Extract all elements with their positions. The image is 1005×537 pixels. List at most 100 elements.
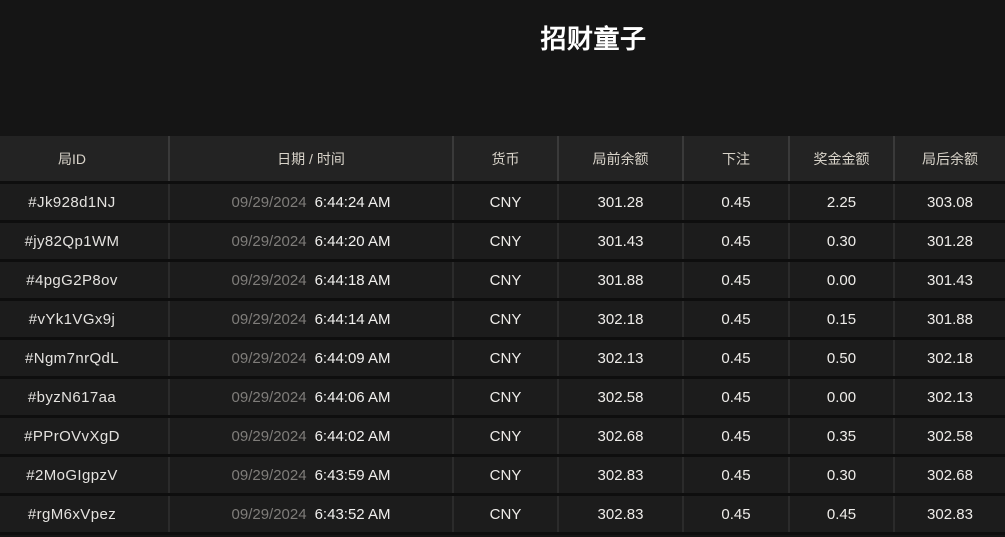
balance-after-cell: 302.68 (893, 457, 1005, 493)
game-history-table: 局ID 日期 / 时间 货币 局前余额 下注 奖金金额 局后余额 #Jk928d… (0, 136, 1005, 535)
column-header-datetime: 日期 / 时间 (168, 136, 452, 181)
time-text: 6:44:20 AM (314, 232, 391, 250)
table-row: #PPrOVvXgD 09/29/2024 6:44:02 AM CNY 302… (0, 418, 1005, 457)
date-text: 09/29/2024 (231, 505, 307, 523)
game-id-cell: #rgM6xVpez (27, 505, 117, 523)
time-text: 6:44:09 AM (314, 349, 391, 367)
time-text: 6:44:02 AM (314, 427, 391, 445)
datetime-cell: 09/29/2024 6:44:14 AM (168, 301, 452, 337)
table-row: #rgM6xVpez 09/29/2024 6:43:52 AM CNY 302… (0, 496, 1005, 535)
table-row: #jy82Qp1WM 09/29/2024 6:44:20 AM CNY 301… (0, 223, 1005, 262)
table-row: #Ngm7nrQdL 09/29/2024 6:44:09 AM CNY 302… (0, 340, 1005, 379)
datetime-cell: 09/29/2024 6:44:24 AM (168, 184, 452, 220)
date-text: 09/29/2024 (231, 427, 307, 445)
currency-cell: CNY (452, 262, 557, 298)
page-title: 招财童子 (540, 24, 647, 54)
balance-after-cell: 302.13 (893, 379, 1005, 415)
balance-before-cell: 302.68 (557, 418, 682, 454)
balance-before-cell: 302.18 (557, 301, 682, 337)
datetime-cell: 09/29/2024 6:43:52 AM (168, 496, 452, 532)
balance-after-cell: 302.83 (893, 496, 1005, 532)
bet-cell: 0.45 (682, 223, 788, 259)
column-header-currency: 货币 (452, 136, 557, 181)
balance-after-cell: 302.18 (893, 340, 1005, 376)
date-text: 09/29/2024 (231, 232, 307, 250)
bet-cell: 0.45 (682, 301, 788, 337)
datetime-cell: 09/29/2024 6:44:02 AM (168, 418, 452, 454)
bet-cell: 0.45 (682, 184, 788, 220)
prize-cell: 2.25 (788, 184, 893, 220)
game-id-cell: #byzN617aa (27, 388, 117, 406)
table-row: #4pgG2P8ov 09/29/2024 6:44:18 AM CNY 301… (0, 262, 1005, 301)
bet-cell: 0.45 (682, 262, 788, 298)
balance-before-cell: 302.83 (557, 457, 682, 493)
currency-cell: CNY (452, 379, 557, 415)
date-text: 09/29/2024 (231, 466, 307, 484)
currency-cell: CNY (452, 457, 557, 493)
balance-before-cell: 301.28 (557, 184, 682, 220)
prize-cell: 0.35 (788, 418, 893, 454)
time-text: 6:43:52 AM (314, 505, 391, 523)
bet-cell: 0.45 (682, 496, 788, 532)
game-id-cell: #4pgG2P8ov (26, 271, 118, 289)
prize-cell: 0.30 (788, 457, 893, 493)
currency-cell: CNY (452, 301, 557, 337)
table-row: #2MoGIgpzV 09/29/2024 6:43:59 AM CNY 302… (0, 457, 1005, 496)
table-header-row: 局ID 日期 / 时间 货币 局前余额 下注 奖金金额 局后余额 (0, 136, 1005, 184)
time-text: 6:44:24 AM (314, 193, 391, 211)
prize-cell: 0.30 (788, 223, 893, 259)
column-header-balance-after: 局后余额 (893, 136, 1005, 181)
game-id-cell: #Ngm7nrQdL (24, 349, 120, 367)
datetime-cell: 09/29/2024 6:44:18 AM (168, 262, 452, 298)
prize-cell: 0.50 (788, 340, 893, 376)
game-id-cell: #2MoGIgpzV (26, 466, 118, 484)
time-text: 6:44:14 AM (314, 310, 391, 328)
game-id-cell: #jy82Qp1WM (24, 232, 120, 250)
date-text: 09/29/2024 (231, 193, 307, 211)
prize-cell: 0.00 (788, 379, 893, 415)
balance-after-cell: 301.88 (893, 301, 1005, 337)
bet-cell: 0.45 (682, 340, 788, 376)
game-id-cell: #PPrOVvXgD (24, 427, 120, 445)
column-header-game-id: 局ID (58, 150, 86, 167)
balance-before-cell: 301.43 (557, 223, 682, 259)
table-row: #byzN617aa 09/29/2024 6:44:06 AM CNY 302… (0, 379, 1005, 418)
datetime-cell: 09/29/2024 6:44:20 AM (168, 223, 452, 259)
prize-cell: 0.15 (788, 301, 893, 337)
date-text: 09/29/2024 (231, 271, 307, 289)
balance-before-cell: 302.13 (557, 340, 682, 376)
column-header-prize: 奖金金额 (788, 136, 893, 181)
datetime-cell: 09/29/2024 6:43:59 AM (168, 457, 452, 493)
currency-cell: CNY (452, 184, 557, 220)
time-text: 6:43:59 AM (314, 466, 391, 484)
currency-cell: CNY (452, 496, 557, 532)
column-header-bet: 下注 (682, 136, 788, 181)
currency-cell: CNY (452, 418, 557, 454)
date-text: 09/29/2024 (231, 388, 307, 406)
table-body: #Jk928d1NJ 09/29/2024 6:44:24 AM CNY 301… (0, 184, 1005, 535)
date-text: 09/29/2024 (231, 310, 307, 328)
table-row: #Jk928d1NJ 09/29/2024 6:44:24 AM CNY 301… (0, 184, 1005, 223)
prize-cell: 0.00 (788, 262, 893, 298)
time-text: 6:44:06 AM (314, 388, 391, 406)
prize-cell: 0.45 (788, 496, 893, 532)
bet-cell: 0.45 (682, 457, 788, 493)
balance-after-cell: 303.08 (893, 184, 1005, 220)
balance-before-cell: 301.88 (557, 262, 682, 298)
game-id-cell: #vYk1VGx9j (28, 310, 116, 328)
game-id-cell: #Jk928d1NJ (28, 193, 116, 211)
currency-cell: CNY (452, 223, 557, 259)
balance-after-cell: 301.28 (893, 223, 1005, 259)
bet-cell: 0.45 (682, 418, 788, 454)
bet-cell: 0.45 (682, 379, 788, 415)
date-text: 09/29/2024 (231, 349, 307, 367)
time-text: 6:44:18 AM (314, 271, 391, 289)
balance-before-cell: 302.83 (557, 496, 682, 532)
balance-before-cell: 302.58 (557, 379, 682, 415)
currency-cell: CNY (452, 340, 557, 376)
datetime-cell: 09/29/2024 6:44:06 AM (168, 379, 452, 415)
datetime-cell: 09/29/2024 6:44:09 AM (168, 340, 452, 376)
table-row: #vYk1VGx9j 09/29/2024 6:44:14 AM CNY 302… (0, 301, 1005, 340)
balance-after-cell: 301.43 (893, 262, 1005, 298)
balance-after-cell: 302.58 (893, 418, 1005, 454)
